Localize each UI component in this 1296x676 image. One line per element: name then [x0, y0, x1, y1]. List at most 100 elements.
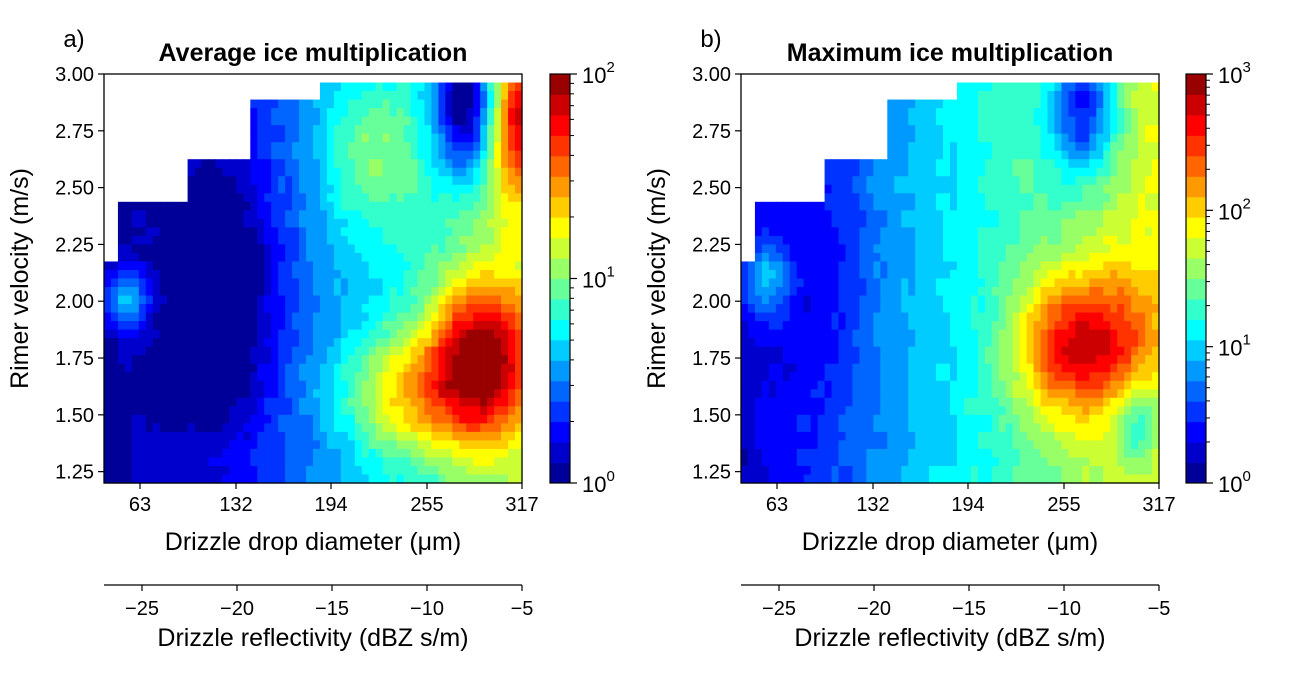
heatmap-cell	[922, 380, 930, 390]
heatmap-cell	[278, 252, 286, 263]
heatmap-cell	[166, 465, 175, 476]
heatmap-cell	[887, 287, 895, 297]
heatmap-cell	[285, 423, 293, 433]
heatmap-cell	[257, 304, 265, 314]
heatmap-cell	[396, 278, 405, 288]
heatmap-cell	[1040, 176, 1049, 186]
heatmap-cell	[887, 133, 895, 143]
heatmap-cell	[1061, 269, 1070, 280]
heatmap-cell	[250, 261, 258, 271]
heatmap-cell	[824, 363, 833, 373]
heatmap-cell	[159, 312, 168, 322]
heatmap-cell	[396, 108, 405, 118]
heatmap-cell	[292, 167, 300, 177]
heatmap-cell	[1019, 363, 1028, 373]
heatmap-cell	[1124, 414, 1132, 424]
heatmap-cell	[747, 423, 756, 433]
heatmap-cell	[782, 465, 791, 476]
heatmap-cell	[984, 150, 993, 160]
heatmap-cell	[215, 252, 224, 263]
heatmap-cell	[950, 389, 958, 399]
heatmap-cell	[417, 448, 426, 459]
heatmap-cell	[1005, 176, 1014, 186]
heatmap-cell	[347, 406, 356, 416]
heatmap-cell	[991, 414, 1000, 424]
heatmap-cell	[480, 116, 488, 126]
heatmap-cell	[1096, 406, 1104, 416]
heatmap-cell	[438, 457, 446, 467]
heatmap-cell	[929, 184, 937, 194]
heatmap-cell	[466, 278, 474, 288]
heatmap-cell	[1117, 423, 1125, 433]
heatmap-cell	[824, 312, 833, 322]
heatmap-cell	[417, 304, 426, 314]
heatmap-cell	[880, 346, 888, 356]
heatmap-cell	[152, 389, 161, 399]
heatmap-cell	[166, 346, 175, 356]
heatmap-cell	[998, 116, 1007, 126]
heatmap-cell	[970, 159, 979, 169]
heatmap-cell	[187, 227, 196, 237]
heatmap-cell	[991, 125, 1000, 135]
heatmap-cell	[754, 355, 763, 365]
heatmap-cell	[977, 338, 986, 348]
heatmap-cell	[1040, 252, 1049, 263]
heatmap-cell	[873, 440, 881, 450]
heatmap-cell	[866, 440, 874, 450]
heatmap-cell	[1117, 474, 1125, 484]
heatmap-cell	[998, 406, 1007, 416]
heatmap-cell	[754, 448, 763, 459]
heatmap-cell	[1124, 338, 1132, 348]
heatmap-cell	[424, 321, 433, 331]
heatmap-cell	[873, 159, 881, 169]
heatmap-cell	[1082, 329, 1090, 339]
heatmap-cell	[389, 91, 398, 101]
heatmap-cell	[894, 304, 902, 314]
heatmap-cell	[1033, 235, 1042, 246]
heatmap-cell	[292, 261, 300, 271]
heatmap-cell	[880, 261, 888, 271]
heatmap-cell	[1005, 167, 1014, 177]
heatmap-cell	[389, 142, 398, 152]
heatmap-cell	[950, 193, 958, 203]
heatmap-cell	[431, 372, 439, 382]
heatmap-cell	[970, 269, 979, 280]
heatmap-cell	[1089, 389, 1097, 399]
heatmap-cell	[110, 355, 119, 365]
heatmap-cell	[915, 150, 923, 160]
heatmap-cell	[333, 321, 342, 331]
heatmap-cell	[264, 210, 272, 220]
heatmap-cell	[333, 142, 342, 152]
heatmap-cell	[908, 193, 916, 203]
heatmap-cell	[984, 176, 993, 186]
heatmap-cell	[250, 474, 258, 484]
heatmap-cell	[285, 431, 293, 441]
heatmap-cell	[236, 423, 244, 433]
heatmap-cell	[173, 252, 182, 263]
heatmap-cell	[873, 227, 881, 237]
heatmap-cell	[271, 167, 279, 177]
heatmap-cell	[271, 133, 279, 143]
heatmap-cell	[831, 457, 840, 467]
heatmap-cell	[775, 235, 784, 246]
heatmap-cell	[741, 474, 749, 484]
heatmap-cell	[487, 304, 495, 314]
heatmap-cell	[361, 116, 370, 126]
secondary-x-axis-label: Drizzle reflectivity (dBZ s/m)	[157, 624, 468, 652]
heatmap-cell	[852, 414, 861, 424]
heatmap-cell	[501, 159, 509, 169]
heatmap-cell	[445, 295, 453, 305]
heatmap-cell	[501, 304, 509, 314]
heatmap-cell	[936, 304, 944, 314]
heatmap-cell	[887, 406, 895, 416]
heatmap-cell	[215, 474, 224, 484]
heatmap-cell	[138, 278, 147, 288]
heatmap-cell	[922, 125, 930, 135]
heatmap-cell	[943, 150, 951, 160]
heatmap-cell	[775, 329, 784, 339]
heatmap-cell	[873, 321, 881, 331]
heatmap-cell	[1075, 201, 1083, 211]
heatmap-cell	[1061, 218, 1070, 228]
heatmap-cell	[333, 210, 342, 220]
heatmap-cell	[1054, 227, 1063, 237]
